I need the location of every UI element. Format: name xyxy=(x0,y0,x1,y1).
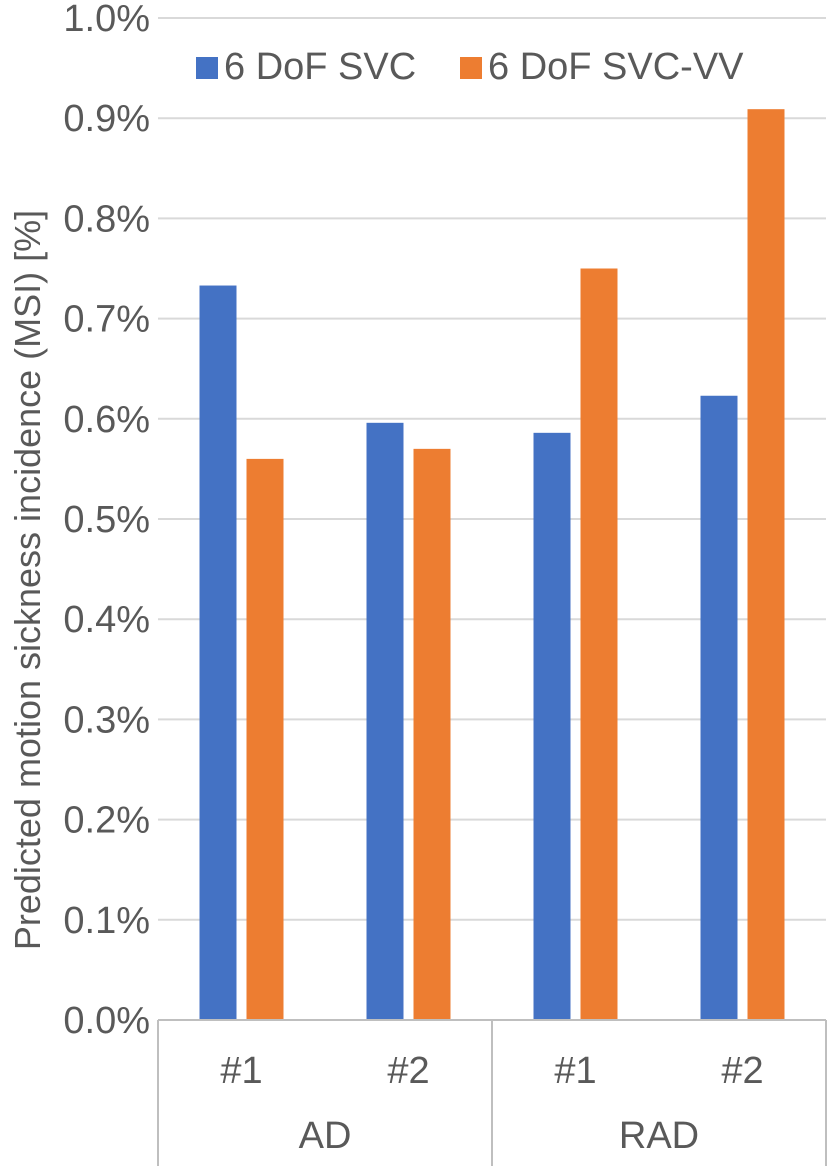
y-tick-labels: 0.0% 0.1% 0.2% 0.3% 0.4% 0.5% 0.6% 0.7% 0.8% 0.9%… xyxy=(63,0,150,1042)
bars xyxy=(199,109,785,1021)
y-tick-label: 0.8% xyxy=(63,198,150,240)
legend-swatch xyxy=(196,57,218,79)
legend-label: 6 DoF SVC-VV xyxy=(488,46,744,88)
axes xyxy=(157,1019,827,1166)
x-group-label: RAD xyxy=(619,1115,699,1157)
y-tick-label: 0.3% xyxy=(63,699,150,741)
y-tick-label: 0.5% xyxy=(63,499,150,541)
x-category-label: #2 xyxy=(387,1050,429,1092)
y-tick-label: 0.2% xyxy=(63,800,150,842)
x-category-label: #1 xyxy=(554,1050,596,1092)
x-category-label: #1 xyxy=(220,1050,262,1092)
legend-swatch xyxy=(460,57,482,79)
y-tick-label: 0.1% xyxy=(63,900,150,942)
y-tick-label: 1.0% xyxy=(63,0,150,40)
bar xyxy=(747,109,785,1020)
y-tick-label: 0.6% xyxy=(63,399,150,441)
bar xyxy=(366,422,404,1021)
y-axis-title: Predicted motion sickness incidence (MSI… xyxy=(7,210,48,950)
bar xyxy=(199,285,237,1020)
legend: 6 DoF SVC 6 DoF SVC-VV xyxy=(196,46,744,88)
bar xyxy=(580,268,618,1020)
bar xyxy=(413,448,451,1020)
bar xyxy=(246,458,284,1020)
bar xyxy=(700,395,738,1020)
y-tick-label: 0.9% xyxy=(63,98,150,140)
y-tick-label: 0.7% xyxy=(63,299,150,341)
legend-label: 6 DoF SVC xyxy=(224,46,416,88)
y-tick-label: 0.0% xyxy=(63,1000,150,1042)
x-category-label: #2 xyxy=(721,1050,763,1092)
x-category-labels: #1 #2 #1 #2 AD RAD xyxy=(220,1050,763,1157)
y-tick-label: 0.4% xyxy=(63,599,150,641)
bar xyxy=(533,432,571,1020)
x-group-label: AD xyxy=(299,1115,352,1157)
